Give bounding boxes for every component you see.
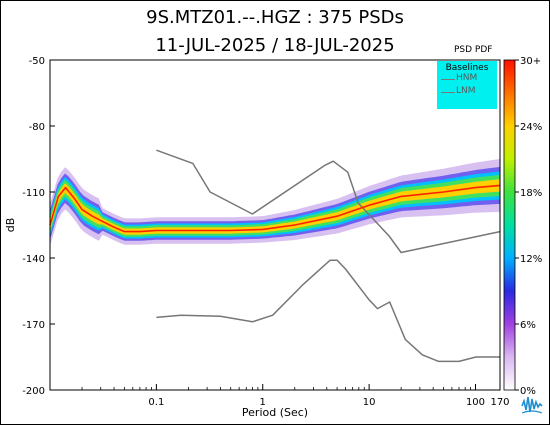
y-tick-label: -110 — [22, 188, 45, 199]
series-line-hnm — [156, 149, 501, 254]
axes-layer: -50 -80 -110 -140 -170 -200 0.1 1 10 100 170 — [22, 56, 509, 408]
plot-border — [49, 59, 501, 391]
y-tick-label: -140 — [22, 254, 45, 265]
colorbar-tick-label: 12% — [520, 254, 542, 265]
legend-item-lnm: LNM — [441, 86, 497, 99]
colorbar-tick-label: 24% — [520, 122, 542, 133]
y-tick-label: -50 — [29, 56, 45, 67]
x-tick-label: 170 — [490, 397, 509, 408]
legend-item-hnm: HNM — [441, 73, 497, 86]
series-line-pdf-mode — [49, 184, 501, 233]
x-axis-label: Period (Sec) — [242, 406, 308, 419]
y-axis-label: dB — [4, 218, 17, 233]
legend-line-icon — [441, 92, 455, 93]
chart-title: 9S.MTZ01.--.HGZ : 375 PSDs — [146, 7, 404, 28]
colorbar-tick-label: 30+ — [520, 56, 541, 67]
x-tick-label: 100 — [466, 397, 485, 408]
colorbar-tick-label: 18% — [520, 188, 542, 199]
x-tick-label: 10 — [363, 397, 376, 408]
legend-label: LNM — [456, 86, 476, 96]
colorbar-ticks: 30+ 24% 18% 12% 6% 0% — [515, 56, 542, 397]
x-tick-label: 1 — [260, 397, 266, 408]
y-tick-label: -200 — [22, 386, 45, 397]
colorbar-title: PSD PDF — [454, 45, 493, 55]
legend-title: Baselines — [445, 63, 489, 73]
colorbar — [503, 59, 516, 391]
chart-subtitle: 11-JUL-2025 / 18-JUL-2025 — [155, 35, 395, 56]
colorbar-tick-label: 6% — [520, 320, 536, 331]
legend-line-icon — [441, 79, 455, 80]
series-layer — [49, 149, 501, 363]
pdf-density-band — [50, 174, 500, 237]
density-layer — [50, 159, 500, 247]
colorbar-tick-label: 0% — [520, 386, 536, 397]
legend-label: HNM — [456, 73, 478, 83]
y-tick-label: -80 — [29, 122, 45, 133]
logo-icon — [521, 396, 543, 414]
pdf-density-band — [50, 166, 500, 241]
y-tick-label: -170 — [22, 320, 45, 331]
x-tick-label: 0.1 — [148, 397, 164, 408]
legend: Baselines HNM LNM — [437, 61, 497, 109]
series-line-lnm — [156, 259, 500, 363]
